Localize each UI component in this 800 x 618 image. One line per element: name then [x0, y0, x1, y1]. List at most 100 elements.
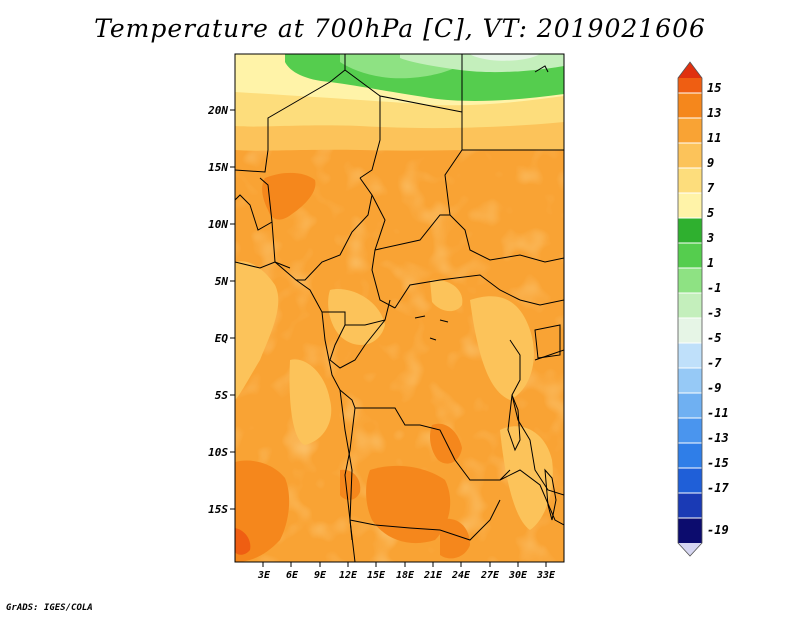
patch-7-9-car	[430, 279, 463, 312]
border-zambia-south	[349, 499, 501, 541]
border-kenya-tanzania	[534, 349, 564, 361]
colorbar-label: -3	[707, 306, 721, 320]
patch-11-13-zimbabwe	[440, 518, 470, 559]
lon-label: 15E	[367, 570, 386, 581]
colorbar-box	[678, 293, 702, 318]
colorbar-box	[678, 268, 702, 293]
border-burkina	[235, 177, 273, 231]
lat-label: 10N	[208, 218, 228, 231]
colorbar-box	[678, 493, 702, 518]
lat-label: 5N	[215, 275, 229, 288]
colorbar-label: -11	[707, 406, 729, 420]
border-east-lakes	[509, 339, 564, 496]
colorbar-box	[678, 468, 702, 493]
lon-label: 30E	[508, 570, 528, 581]
patch-11-13-katanga	[430, 423, 462, 464]
lat-label: 5S	[215, 389, 229, 402]
colorbar-label: 5	[707, 206, 714, 220]
patch-11-13-angola-coast	[235, 460, 290, 562]
lat-axis: 20N 15N 10N 5N EQ 5S 10S 15S	[207, 104, 235, 516]
river-fragments	[414, 315, 449, 341]
border-malawi	[499, 469, 564, 526]
lon-label: 33E	[536, 570, 556, 581]
border-congo	[329, 299, 391, 369]
colorbar-label: 7	[707, 181, 715, 195]
lat-label: EQ	[215, 332, 229, 345]
colorbar-label: -7	[707, 356, 722, 370]
coastline-west	[235, 261, 356, 562]
lon-label: 24E	[451, 570, 471, 581]
colorbar-label: 11	[707, 131, 721, 145]
colorbar-label: -1	[707, 281, 721, 295]
colorbar-label: -19	[707, 523, 729, 537]
colorbar-box	[678, 93, 702, 118]
colorbar-box	[678, 143, 702, 168]
colorbar-box	[678, 318, 702, 343]
border-sudan-chad	[444, 112, 564, 263]
colorbar-label: 15	[707, 81, 721, 95]
patch-7-9-west	[235, 261, 279, 400]
colorbar-box	[678, 168, 702, 193]
lake-tanganyika	[507, 394, 521, 452]
border-chad-car	[374, 214, 450, 251]
border-drc-angola	[339, 389, 456, 461]
temperature-field	[235, 54, 564, 562]
colorbar-box	[678, 218, 702, 243]
lon-label: 21E	[423, 570, 443, 581]
border-zambia	[454, 459, 511, 481]
lake-malawi	[544, 468, 557, 521]
border-car-drc	[394, 274, 521, 309]
colorbar-box	[678, 193, 702, 218]
lat-label: 15N	[208, 161, 228, 174]
colorbar-box	[678, 518, 702, 543]
red-sea-coast	[534, 65, 549, 73]
lat-label: 20N	[207, 104, 228, 117]
border-nigeria-cameroon	[296, 177, 373, 281]
band-neg3-neg1	[470, 54, 540, 61]
colorbar-arrow-bottom	[678, 543, 702, 556]
colorbar-box	[678, 243, 702, 268]
lon-label: 12E	[339, 570, 358, 581]
lon-label: 27E	[480, 570, 500, 581]
colorbar-label: -17	[707, 481, 729, 495]
patch-13-15	[235, 528, 251, 555]
map-frame	[234, 53, 565, 563]
colorbar-arrow-top	[678, 62, 702, 78]
colorbar-label: -13	[707, 431, 729, 445]
patch-11-13-nigeria	[262, 172, 316, 220]
patch-7-9-east	[500, 426, 553, 530]
colorbar-box	[678, 118, 702, 143]
lon-label: 9E	[314, 570, 327, 581]
patch-11-13-zambia	[366, 465, 451, 544]
colorbar-box	[678, 343, 702, 368]
lake-victoria	[534, 324, 561, 359]
lon-label: 6E	[286, 570, 299, 581]
colorbar-label: 13	[707, 106, 721, 120]
grads-credit: GrADS: IGES/COLA	[6, 603, 93, 613]
border-chad-cameroon	[371, 194, 396, 309]
colorbar-box	[678, 368, 702, 393]
colorbar-label: -15	[707, 456, 729, 470]
colorbar-label: 1	[707, 256, 714, 270]
patch-7-9-lakes	[470, 296, 534, 400]
colorbar-label: 9	[707, 156, 714, 170]
lon-label: 3E	[257, 570, 271, 581]
lat-label: 15S	[208, 503, 228, 516]
border-uganda	[519, 299, 564, 306]
map-title: Temperature at 700hPa [C], VT: 201902160…	[94, 14, 706, 43]
lat-label: 10S	[208, 446, 228, 459]
colorbar-label: -9	[707, 381, 721, 395]
colorbar-box	[678, 393, 702, 418]
colorbar-label: -5	[707, 331, 721, 345]
lon-label: 18E	[396, 570, 415, 581]
border-niger-libya	[344, 69, 381, 179]
colorbar-box	[678, 78, 702, 93]
boundaries	[235, 54, 564, 562]
colorbar-box	[678, 418, 702, 443]
patch-7-9-coast	[289, 359, 332, 445]
colorbar-box	[678, 443, 702, 468]
colorbar: 15 13 11 9 7 5 3 1 -1 -3 -5 -7 -9 -11 -1…	[677, 61, 729, 557]
lon-axis: 3E 6E 9E 12E 15E 18E 21E 24E 27E 30E 33E	[257, 562, 556, 581]
colorbar-label: 3	[706, 231, 714, 245]
